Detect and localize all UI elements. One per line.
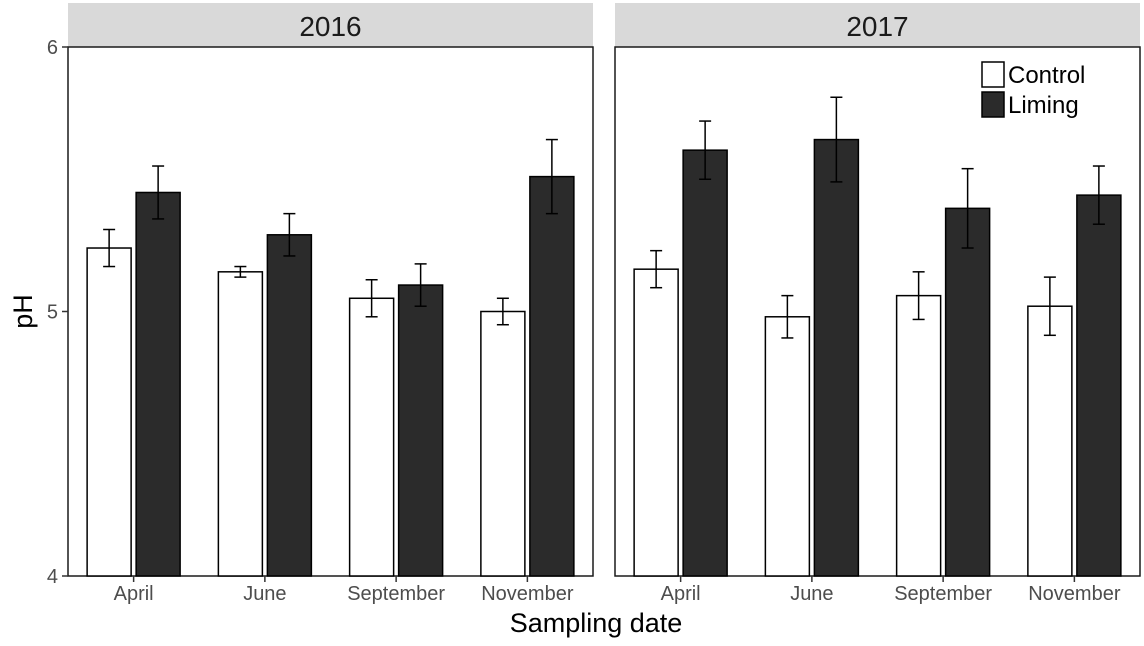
x-tick-label: April — [114, 583, 154, 605]
x-tick-label: November — [481, 583, 574, 605]
x-tick-label: June — [790, 583, 833, 605]
legend-swatch-liming — [981, 91, 1005, 118]
y-tick-label: 6 — [47, 37, 58, 59]
y-tick-label: 4 — [47, 566, 58, 588]
x-tick-label: September — [894, 583, 992, 605]
bar-liming — [397, 284, 444, 577]
x-axis-title: Sampling date — [510, 608, 683, 638]
bar-liming — [1076, 194, 1122, 577]
bar-control — [1027, 305, 1073, 577]
bar-control — [895, 294, 942, 577]
bar-liming — [944, 207, 991, 577]
bar-liming — [266, 234, 313, 577]
y-tick-label: 5 — [47, 302, 58, 324]
x-tick-label: November — [1028, 583, 1121, 605]
bar-control — [86, 247, 132, 577]
bar-control — [633, 268, 679, 577]
bar-liming — [529, 175, 575, 577]
legend-label: Control — [1008, 62, 1085, 89]
panel-title: 2017 — [846, 11, 908, 42]
x-tick-label: September — [347, 583, 445, 605]
panel-border — [614, 46, 1141, 577]
bar-liming — [682, 149, 728, 577]
y-axis-title: pH — [8, 294, 38, 329]
panel-strip-2016 — [68, 3, 593, 47]
x-tick-label: June — [243, 583, 286, 605]
bar-liming — [135, 191, 181, 577]
legend-swatch-control — [981, 61, 1005, 88]
panel-title: 2016 — [299, 11, 361, 42]
panel-strip-2017 — [615, 3, 1140, 47]
bar-liming — [813, 138, 860, 577]
legend-label: Liming — [1008, 92, 1079, 119]
bar-control — [348, 297, 395, 577]
bar-control — [764, 316, 811, 577]
bar-control — [480, 310, 526, 577]
bar-control — [217, 271, 264, 577]
x-tick-label: April — [661, 583, 701, 605]
